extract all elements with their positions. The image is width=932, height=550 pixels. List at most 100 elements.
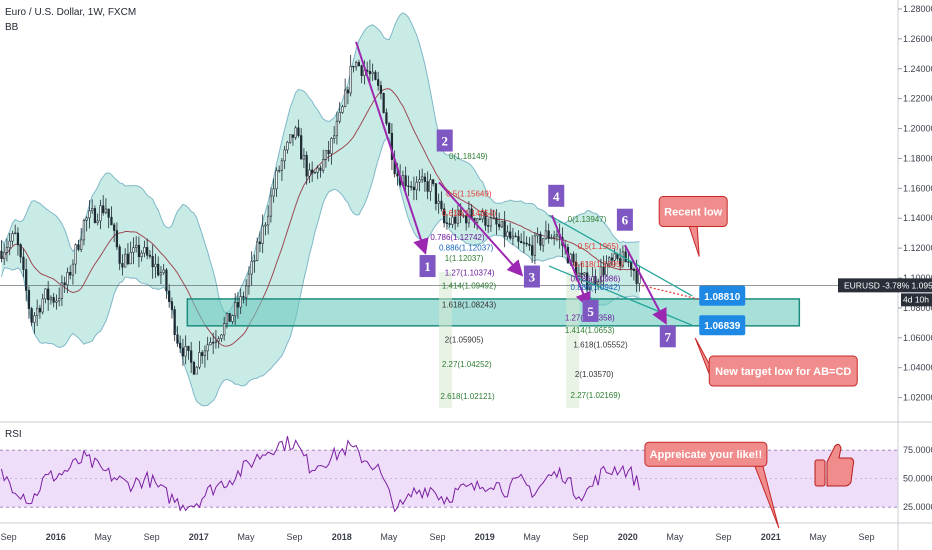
candle-body[interactable] xyxy=(432,179,435,184)
candle-body[interactable] xyxy=(195,366,198,375)
candle-body[interactable] xyxy=(107,208,110,218)
candle-body[interactable] xyxy=(520,241,523,244)
candle-body[interactable] xyxy=(55,300,58,303)
candle-body[interactable] xyxy=(66,272,69,285)
candle-body[interactable] xyxy=(602,266,605,276)
candle-body[interactable] xyxy=(220,334,223,340)
candle-body[interactable] xyxy=(316,167,319,173)
candle-body[interactable] xyxy=(58,298,61,302)
candle-body[interactable] xyxy=(154,263,157,268)
candle-body[interactable] xyxy=(129,251,132,265)
candle-body[interactable] xyxy=(613,253,616,261)
candle-body[interactable] xyxy=(478,218,482,220)
candle-body[interactable] xyxy=(550,237,553,239)
candle-body[interactable] xyxy=(610,257,614,261)
candle-body[interactable] xyxy=(63,282,66,285)
candle-body[interactable] xyxy=(88,210,91,219)
candle-body[interactable] xyxy=(118,246,121,264)
candle-body[interactable] xyxy=(509,231,512,239)
candle-body[interactable] xyxy=(30,308,33,323)
candle-body[interactable] xyxy=(104,208,108,214)
candle-body[interactable] xyxy=(412,186,416,191)
candle-body[interactable] xyxy=(159,272,163,276)
candle-body[interactable] xyxy=(280,160,284,171)
candle-body[interactable] xyxy=(212,342,215,344)
candle-body[interactable] xyxy=(355,62,358,68)
candle-body[interactable] xyxy=(27,290,31,309)
candle-body[interactable] xyxy=(495,217,498,225)
candle-body[interactable] xyxy=(82,220,86,241)
candle-body[interactable] xyxy=(297,127,300,136)
candle-body[interactable] xyxy=(443,208,446,224)
candle-body[interactable] xyxy=(247,273,251,287)
candle-body[interactable] xyxy=(492,217,495,219)
candle-body[interactable] xyxy=(462,215,465,217)
candle-body[interactable] xyxy=(305,154,308,177)
candle-body[interactable] xyxy=(456,209,460,224)
candle-body[interactable] xyxy=(404,175,407,187)
candle-body[interactable] xyxy=(597,281,600,285)
candle-body[interactable] xyxy=(80,239,83,250)
candle-body[interactable] xyxy=(498,223,501,228)
candle-body[interactable] xyxy=(99,205,102,222)
candle-body[interactable] xyxy=(349,65,352,94)
candle-body[interactable] xyxy=(93,208,97,223)
candle-body[interactable] xyxy=(275,170,278,190)
candle-body[interactable] xyxy=(605,263,608,276)
candle-body[interactable] xyxy=(157,263,160,276)
candle-body[interactable] xyxy=(357,62,361,67)
candle-body[interactable] xyxy=(484,211,487,226)
candle-body[interactable] xyxy=(522,242,526,244)
candle-body[interactable] xyxy=(25,269,28,291)
candle-body[interactable] xyxy=(335,120,339,137)
candle-body[interactable] xyxy=(261,225,264,245)
candle-body[interactable] xyxy=(44,288,47,300)
candle-body[interactable] xyxy=(465,215,468,224)
candle-body[interactable] xyxy=(124,253,127,268)
candle-body[interactable] xyxy=(451,216,454,225)
candle-body[interactable] xyxy=(525,242,528,245)
candle-body[interactable] xyxy=(555,234,559,237)
candle-body[interactable] xyxy=(269,195,273,217)
candle-body[interactable] xyxy=(74,244,77,265)
candle-body[interactable] xyxy=(506,231,509,237)
candle-body[interactable] xyxy=(69,272,72,276)
candle-body[interactable] xyxy=(278,169,281,172)
candle-body[interactable] xyxy=(38,307,42,313)
candle-body[interactable] xyxy=(300,135,303,160)
candle-body[interactable] xyxy=(385,112,388,124)
candle-body[interactable] xyxy=(258,241,262,245)
candle-body[interactable] xyxy=(234,302,237,316)
candle-body[interactable] xyxy=(577,272,581,278)
candle-body[interactable] xyxy=(176,334,179,344)
candle-body[interactable] xyxy=(630,261,633,270)
candle-body[interactable] xyxy=(170,301,174,310)
candle-body[interactable] xyxy=(360,65,363,76)
candle-body[interactable] xyxy=(71,263,75,276)
candle-body[interactable] xyxy=(330,138,333,154)
candle-body[interactable] xyxy=(184,345,187,357)
candle-body[interactable] xyxy=(382,93,385,113)
candle-body[interactable] xyxy=(368,71,372,75)
candle-body[interactable] xyxy=(192,362,196,375)
candle-body[interactable] xyxy=(599,266,603,283)
candle-body[interactable] xyxy=(313,171,317,174)
candle-body[interactable] xyxy=(544,230,548,240)
candle-body[interactable] xyxy=(338,112,341,122)
candle-body[interactable] xyxy=(308,169,311,177)
candle-body[interactable] xyxy=(214,340,218,343)
candle-body[interactable] xyxy=(627,261,630,263)
candle-body[interactable] xyxy=(36,307,39,316)
candle-body[interactable] xyxy=(418,179,421,183)
candle-body[interactable] xyxy=(121,263,124,268)
candle-body[interactable] xyxy=(11,233,14,242)
candle-body[interactable] xyxy=(632,269,636,271)
candle-body[interactable] xyxy=(41,298,44,313)
candle-body[interactable] xyxy=(580,272,583,275)
candle-body[interactable] xyxy=(242,296,245,298)
candle-body[interactable] xyxy=(621,251,625,267)
candle-body[interactable] xyxy=(146,247,149,256)
candle-body[interactable] xyxy=(294,127,297,138)
candle-body[interactable] xyxy=(291,134,295,138)
candle-body[interactable] xyxy=(476,218,479,223)
